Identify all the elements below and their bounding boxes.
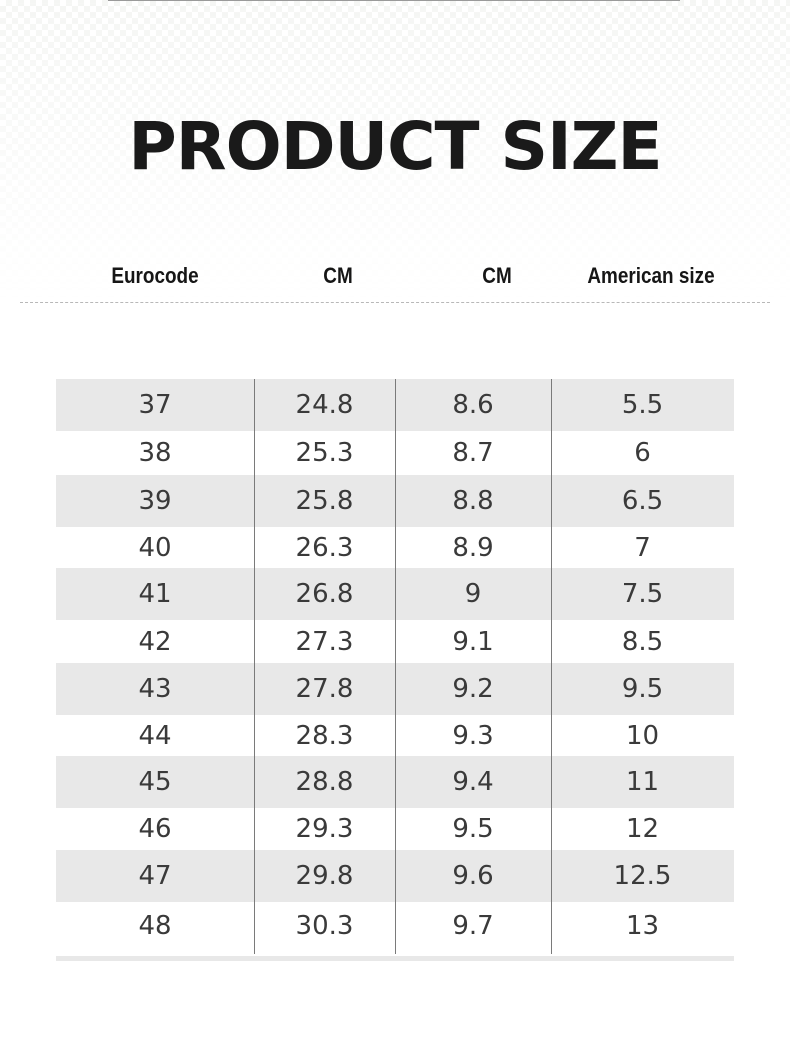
cm-width-cell: 8.6 xyxy=(452,390,494,420)
cm-length-cell: 30.3 xyxy=(295,910,354,941)
cm-length-cell: 24.8 xyxy=(295,390,354,420)
table-bottom-bar xyxy=(56,956,734,961)
header-american-size: American size xyxy=(587,263,715,288)
cm-width-cell: 9.6 xyxy=(452,861,494,891)
american-size-cell: 6.5 xyxy=(621,486,664,516)
header-cm-length: CM xyxy=(323,263,353,288)
american-size-cell: 6 xyxy=(634,438,651,468)
header-divider xyxy=(20,302,770,303)
cm-length-cell: 28.3 xyxy=(295,720,354,751)
table-row: 47 29.8 9.6 12.5 xyxy=(56,850,734,902)
american-size-cell: 7.5 xyxy=(621,579,664,609)
table-row: 38 25.3 8.7 6 xyxy=(56,431,734,475)
table-row: 48 30.3 9.7 13 xyxy=(56,902,734,949)
cm-width-cell: 9.4 xyxy=(452,767,494,797)
cm-width-cell: 8.7 xyxy=(452,438,494,468)
cm-length-cell: 29.8 xyxy=(295,861,354,891)
eurocode-cell: 45 xyxy=(138,767,172,797)
eurocode-cell: 48 xyxy=(138,910,172,941)
eurocode-cell: 38 xyxy=(138,438,172,468)
cm-length-cell: 26.3 xyxy=(295,532,354,563)
cm-width-cell: 8.9 xyxy=(452,532,494,563)
top-divider xyxy=(108,0,680,1)
column-divider xyxy=(395,379,396,954)
cm-width-cell: 9 xyxy=(464,579,482,609)
background-pattern xyxy=(0,0,790,300)
eurocode-cell: 39 xyxy=(138,486,172,516)
cm-width-cell: 9.2 xyxy=(452,674,494,704)
cm-width-cell: 9.5 xyxy=(452,814,494,844)
american-size-cell: 11 xyxy=(625,767,660,797)
table-row: 44 28.3 9.3 10 xyxy=(56,715,734,756)
cm-width-cell: 9.3 xyxy=(452,720,494,751)
eurocode-cell: 40 xyxy=(138,532,172,563)
cm-length-cell: 25.8 xyxy=(295,486,354,516)
page-title: PRODUCT SIZE xyxy=(128,108,662,185)
size-table: 37 24.8 8.6 5.5 38 25.3 8.7 6 39 25.8 8.8 6.5 40 26.3… xyxy=(56,379,734,961)
eurocode-cell: 47 xyxy=(138,861,172,891)
cm-length-cell: 25.3 xyxy=(295,438,354,468)
american-size-cell: 8.5 xyxy=(621,626,664,657)
eurocode-cell: 42 xyxy=(138,626,172,657)
table-row: 40 26.3 8.9 7 xyxy=(56,527,734,568)
eurocode-cell: 43 xyxy=(138,674,172,704)
eurocode-cell: 46 xyxy=(138,814,172,844)
size-table-header: Eurocode CM CM American size xyxy=(0,258,790,294)
header-eurocode: Eurocode xyxy=(111,263,199,288)
cm-width-cell: 9.7 xyxy=(452,910,494,941)
cm-length-cell: 29.3 xyxy=(295,814,354,844)
cm-width-cell: 8.8 xyxy=(452,486,494,516)
american-size-cell: 9.5 xyxy=(621,674,664,704)
header-cm-width: CM xyxy=(482,263,512,288)
column-divider xyxy=(551,379,552,954)
table-row: 46 29.3 9.5 12 xyxy=(56,808,734,850)
american-size-cell: 13 xyxy=(625,910,660,941)
american-size-cell: 12 xyxy=(625,814,660,844)
eurocode-cell: 37 xyxy=(138,390,172,420)
cm-length-cell: 27.8 xyxy=(295,674,354,704)
american-size-cell: 12.5 xyxy=(613,861,672,891)
eurocode-cell: 44 xyxy=(138,720,172,751)
american-size-cell: 5.5 xyxy=(621,390,664,420)
american-size-cell: 10 xyxy=(625,720,660,751)
eurocode-cell: 41 xyxy=(138,579,172,609)
cm-width-cell: 9.1 xyxy=(452,626,494,657)
american-size-cell: 7 xyxy=(634,532,651,563)
cm-length-cell: 26.8 xyxy=(295,579,354,609)
cm-length-cell: 27.3 xyxy=(295,626,354,657)
cm-length-cell: 28.8 xyxy=(295,767,354,797)
table-row: 42 27.3 9.1 8.5 xyxy=(56,620,734,663)
column-divider xyxy=(254,379,255,954)
